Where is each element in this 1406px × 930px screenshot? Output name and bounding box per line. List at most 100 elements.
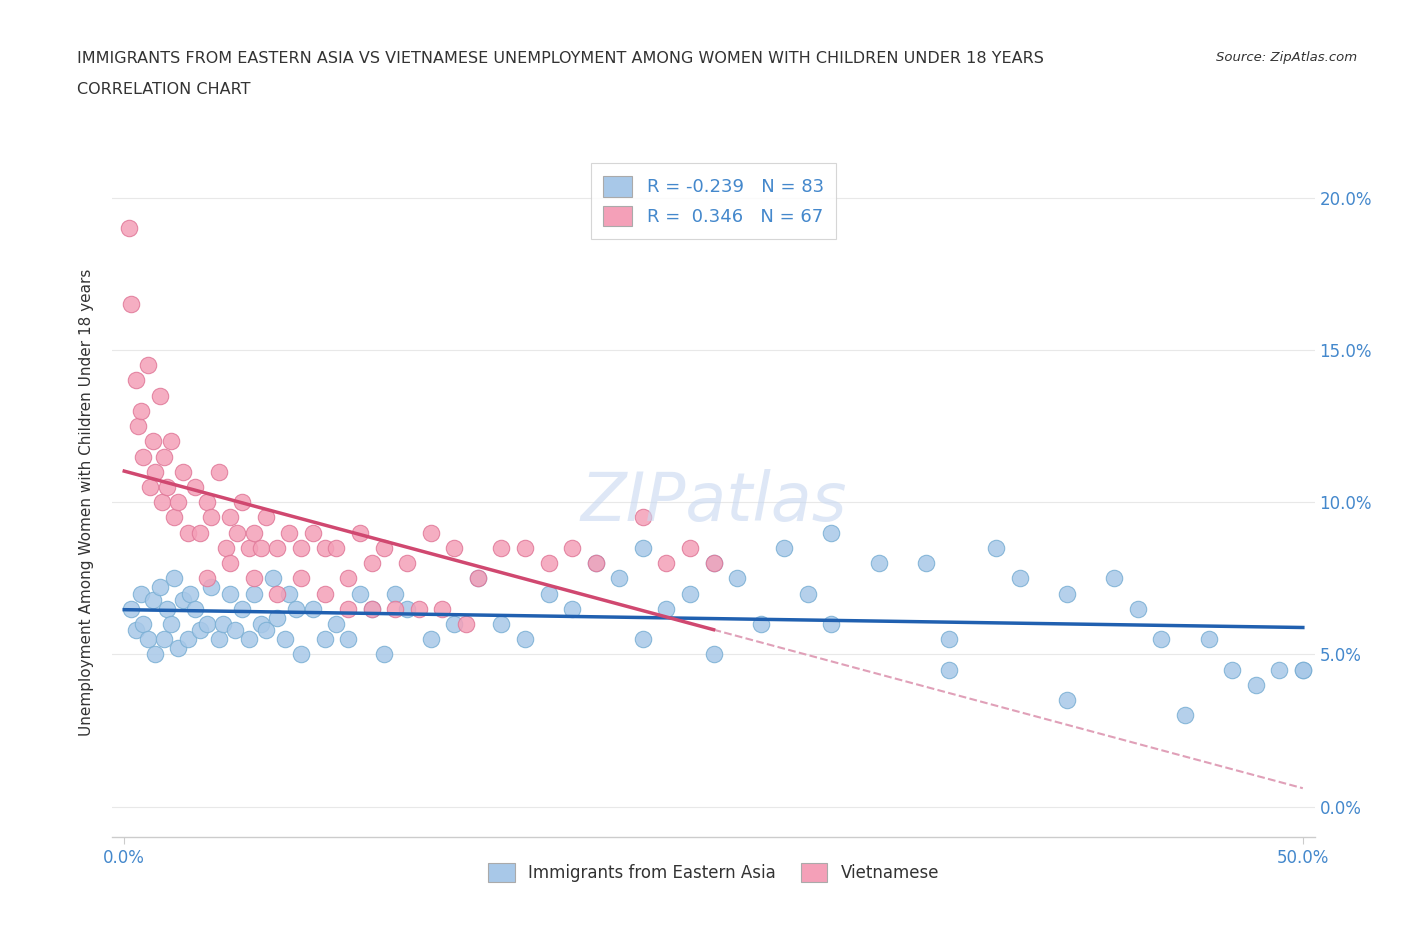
Point	[373, 540, 395, 555]
Point	[200, 510, 222, 525]
Point	[250, 617, 273, 631]
Point	[337, 631, 360, 646]
Point	[491, 617, 513, 631]
Point	[266, 586, 288, 601]
Point	[188, 525, 211, 540]
Point	[396, 602, 419, 617]
Point	[224, 622, 246, 637]
Point	[127, 418, 149, 433]
Point	[914, 555, 936, 570]
Point	[238, 631, 260, 646]
Point	[195, 571, 218, 586]
Point	[1126, 602, 1149, 617]
Point	[177, 525, 200, 540]
Point	[254, 622, 277, 637]
Point	[179, 586, 201, 601]
Point	[200, 580, 222, 595]
Point	[132, 449, 155, 464]
Y-axis label: Unemployment Among Women with Children Under 18 years: Unemployment Among Women with Children U…	[79, 269, 94, 736]
Point	[278, 525, 301, 540]
Point	[172, 592, 194, 607]
Point	[631, 631, 654, 646]
Point	[238, 540, 260, 555]
Point	[679, 540, 702, 555]
Point	[301, 525, 323, 540]
Point	[314, 586, 336, 601]
Point	[679, 586, 702, 601]
Point	[986, 540, 1008, 555]
Point	[325, 540, 347, 555]
Point	[655, 602, 678, 617]
Point	[938, 631, 960, 646]
Point	[1292, 662, 1315, 677]
Point	[360, 555, 382, 570]
Point	[454, 617, 477, 631]
Point	[149, 388, 172, 403]
Point	[820, 617, 842, 631]
Point	[325, 617, 347, 631]
Point	[219, 586, 242, 601]
Point	[149, 580, 172, 595]
Point	[243, 571, 266, 586]
Point	[125, 622, 148, 637]
Point	[537, 555, 560, 570]
Point	[172, 464, 194, 479]
Point	[1198, 631, 1220, 646]
Point	[160, 617, 183, 631]
Point	[1056, 693, 1078, 708]
Point	[384, 602, 406, 617]
Point	[467, 571, 489, 586]
Point	[290, 571, 312, 586]
Point	[384, 586, 406, 601]
Point	[184, 602, 207, 617]
Point	[143, 647, 166, 662]
Point	[156, 480, 179, 495]
Point	[266, 610, 288, 625]
Point	[561, 602, 583, 617]
Point	[443, 617, 465, 631]
Point	[585, 555, 607, 570]
Point	[273, 631, 295, 646]
Point	[207, 631, 229, 646]
Point	[129, 586, 152, 601]
Point	[167, 641, 190, 656]
Point	[1174, 708, 1197, 723]
Point	[156, 602, 179, 617]
Point	[136, 358, 159, 373]
Point	[360, 602, 382, 617]
Point	[136, 631, 159, 646]
Point	[513, 631, 536, 646]
Point	[1244, 677, 1267, 692]
Point	[432, 602, 454, 617]
Point	[207, 464, 229, 479]
Point	[349, 586, 371, 601]
Point	[177, 631, 200, 646]
Point	[1008, 571, 1031, 586]
Text: Source: ZipAtlas.com: Source: ZipAtlas.com	[1216, 51, 1357, 64]
Point	[655, 555, 678, 570]
Point	[150, 495, 173, 510]
Point	[1292, 662, 1315, 677]
Point	[373, 647, 395, 662]
Point	[396, 555, 419, 570]
Point	[262, 571, 284, 586]
Point	[491, 540, 513, 555]
Point	[231, 602, 253, 617]
Point	[631, 540, 654, 555]
Point	[467, 571, 489, 586]
Point	[337, 571, 360, 586]
Point	[231, 495, 253, 510]
Point	[337, 602, 360, 617]
Text: ZIPatlas: ZIPatlas	[581, 470, 846, 535]
Point	[266, 540, 288, 555]
Point	[419, 631, 441, 646]
Point	[1268, 662, 1291, 677]
Point	[118, 220, 141, 235]
Point	[243, 525, 266, 540]
Point	[314, 540, 336, 555]
Point	[1220, 662, 1243, 677]
Point	[141, 434, 163, 449]
Point	[702, 555, 725, 570]
Point	[702, 647, 725, 662]
Point	[195, 495, 218, 510]
